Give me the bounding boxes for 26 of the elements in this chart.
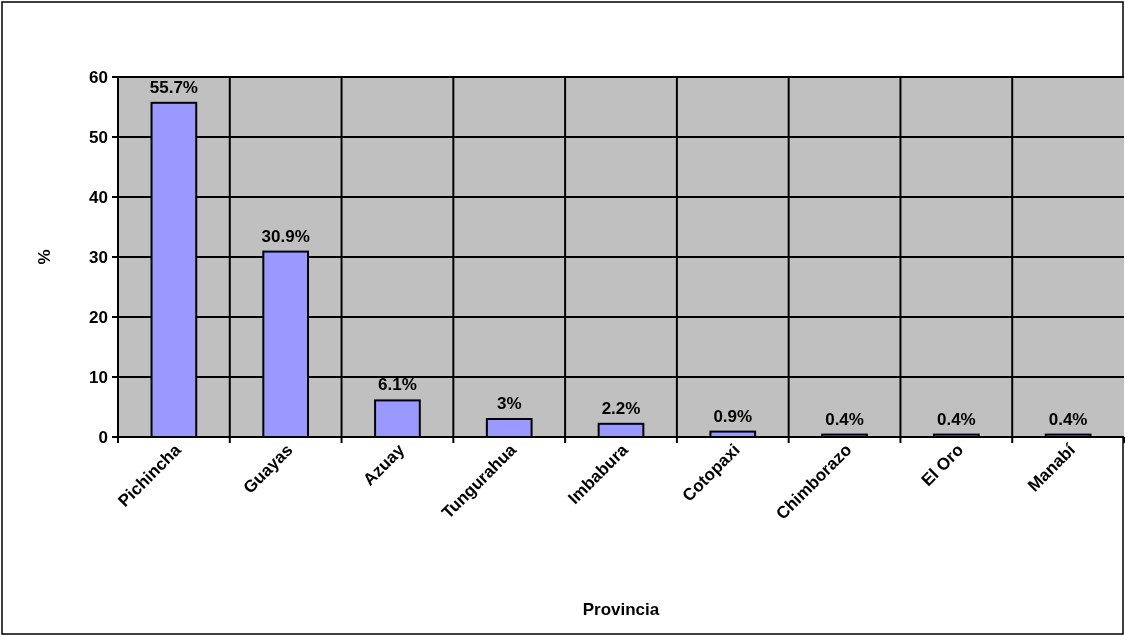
y-tick-label: 60: [89, 67, 108, 87]
bar: [932, 433, 980, 438]
bar: [485, 418, 533, 438]
data-label: 0.4%: [1048, 409, 1088, 429]
data-label: 3%: [496, 394, 522, 413]
data-label: 0.9%: [713, 406, 753, 426]
data-label: 0.4%: [825, 409, 864, 429]
y-axis-title: %: [35, 249, 54, 265]
y-tick-label: 20: [89, 307, 108, 327]
data-label: 0.4%: [936, 409, 976, 429]
bar: [709, 430, 757, 438]
y-tick-label: 0: [98, 427, 108, 447]
data-label: 6.1%: [378, 375, 417, 395]
y-tick-label: 10: [89, 367, 108, 387]
bar: [821, 433, 868, 438]
x-axis-title: Provincia: [582, 600, 660, 619]
data-label: 30.9%: [261, 226, 310, 246]
data-label: 55.7%: [149, 77, 198, 97]
data-label: 2.2%: [601, 398, 641, 418]
bar: [597, 422, 645, 438]
bar: [1044, 433, 1092, 438]
y-tick-label: 50: [89, 127, 108, 147]
x-tick-label: El Oro: [917, 440, 968, 490]
y-tick-label: 40: [89, 187, 108, 207]
y-tick-label: 30: [89, 247, 108, 267]
bar: [374, 399, 421, 438]
